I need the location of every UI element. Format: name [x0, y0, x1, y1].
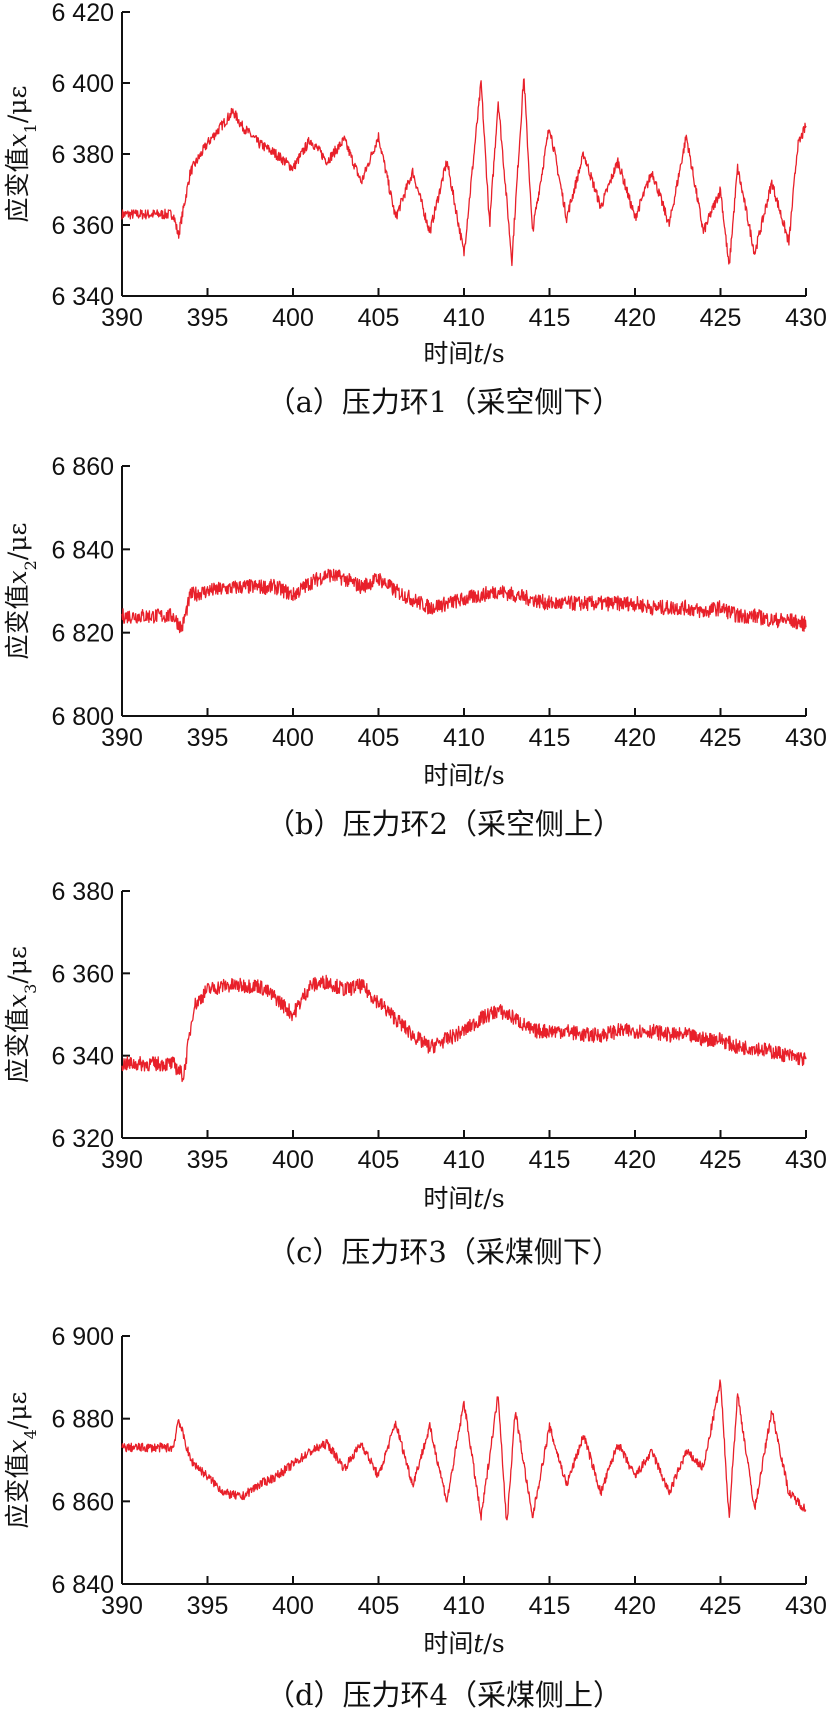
series-line: [121, 1379, 807, 1521]
x-tick-label: 420: [614, 724, 656, 752]
y-tick-label: 6 800: [51, 703, 114, 731]
x-axis-label: 时间t/s: [423, 1629, 504, 1658]
y-axis-label: 应变值x2/με: [3, 523, 40, 660]
x-tick-label: 430: [785, 1592, 827, 1620]
y-tick-label: 6 340: [51, 1043, 114, 1071]
x-axis-label: 时间t/s: [423, 1184, 504, 1213]
x-axis-label: 时间t/s: [423, 339, 504, 368]
x-tick-label: 410: [443, 724, 485, 752]
x-tick-label: 405: [358, 1146, 400, 1174]
x-tick-label: 405: [358, 304, 400, 332]
x-tick-label: 390: [101, 304, 143, 332]
series-line: [121, 78, 807, 267]
x-tick-label: 425: [700, 304, 742, 332]
y-axis-label: 应变值x4/με: [3, 1392, 40, 1529]
x-tick-label: 400: [272, 304, 314, 332]
x-tick-label: 430: [785, 304, 827, 332]
x-tick-label: 400: [272, 724, 314, 752]
y-tick-label: 6 360: [51, 212, 114, 240]
y-tick-label: 6 860: [51, 453, 114, 481]
panel-caption: （a）压力环1（采空侧下）: [267, 385, 622, 419]
x-tick-label: 395: [187, 1592, 229, 1620]
x-tick-label: 415: [529, 724, 571, 752]
x-tick-label: 425: [700, 1592, 742, 1620]
x-tick-label: 410: [443, 304, 485, 332]
chart-panel-b: 6 800 6 820 6 840 6 860 390 395 400 405 410 415 42…: [3, 453, 827, 841]
series-line: [121, 568, 807, 634]
y-tick-label: 6 820: [51, 620, 114, 648]
x-tick-label: 430: [785, 1146, 827, 1174]
x-tick-label: 415: [529, 304, 571, 332]
x-tick-label: 400: [272, 1146, 314, 1174]
x-tick-label: 425: [700, 724, 742, 752]
x-tick-label: 410: [443, 1146, 485, 1174]
x-tick-label: 430: [785, 724, 827, 752]
y-tick-label: 6 380: [51, 141, 114, 169]
series-line: [121, 974, 807, 1083]
chart-panel-c: 6 320 6 340 6 360 6 380 390 395 400 405 410 415 42…: [3, 878, 827, 1269]
y-tick-label: 6 840: [51, 1571, 114, 1599]
panel-caption: （b）压力环2（采空侧上）: [266, 807, 622, 841]
y-tick-label: 6 340: [51, 283, 114, 311]
y-tick-label: 6 860: [51, 1488, 114, 1516]
x-tick-label: 390: [101, 724, 143, 752]
y-tick-label: 6 420: [51, 0, 114, 27]
chart-panel-d: 6 840 6 860 6 880 6 900 390 395 400 405 410 415 42…: [3, 1323, 827, 1709]
y-tick-label: 6 880: [51, 1406, 114, 1434]
y-tick-label: 6 360: [51, 960, 114, 988]
y-tick-label: 6 840: [51, 536, 114, 564]
x-tick-label: 405: [358, 1592, 400, 1620]
chart-panel-a: 6 340 6 360 6 380 6 400 6 420 390 395 400 405 410…: [3, 0, 827, 419]
y-tick-label: 6 400: [51, 70, 114, 98]
y-tick-label: 6 380: [51, 878, 114, 906]
panel-caption: （d）压力环4（采煤侧上）: [266, 1678, 622, 1709]
y-axis-label: 应变值x1/με: [3, 86, 40, 223]
x-tick-label: 395: [187, 1146, 229, 1174]
x-tick-label: 415: [529, 1592, 571, 1620]
y-axis-label: 应变值x3/με: [3, 946, 40, 1083]
x-tick-label: 395: [187, 304, 229, 332]
x-tick-label: 425: [700, 1146, 742, 1174]
x-tick-label: 415: [529, 1146, 571, 1174]
x-axis-label: 时间t/s: [423, 761, 504, 790]
x-tick-label: 410: [443, 1592, 485, 1620]
x-tick-label: 420: [614, 304, 656, 332]
x-tick-label: 405: [358, 724, 400, 752]
y-tick-label: 6 900: [51, 1323, 114, 1351]
x-tick-label: 420: [614, 1592, 656, 1620]
x-tick-label: 390: [101, 1592, 143, 1620]
x-tick-label: 390: [101, 1146, 143, 1174]
x-tick-label: 395: [187, 724, 229, 752]
y-tick-label: 6 320: [51, 1125, 114, 1153]
panel-caption: （c）压力环3（采煤侧下）: [267, 1235, 621, 1269]
x-tick-label: 420: [614, 1146, 656, 1174]
x-tick-label: 400: [272, 1592, 314, 1620]
